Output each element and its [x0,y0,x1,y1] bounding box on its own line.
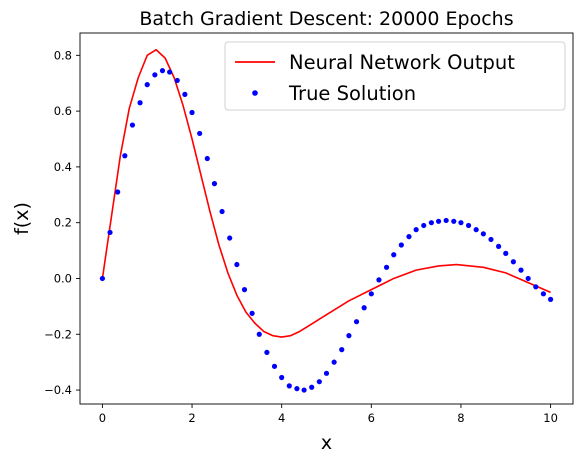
y-tick-label: 0.4 [54,160,72,174]
data-point-true-solution [271,363,278,369]
data-point-true-solution [383,264,390,270]
data-point-true-solution [301,387,307,393]
data-point-true-solution [547,296,554,302]
y-axis-title: f(x) [11,202,33,235]
data-point-true-solution [435,218,442,224]
legend: Neural Network Output True Solution [224,41,566,111]
data-point-true-solution [346,333,352,339]
data-point-true-solution [458,220,464,226]
data-point-true-solution [167,69,173,75]
x-tick-label: 10 [543,411,558,425]
data-point-true-solution [525,275,531,282]
y-tick-label: 0.2 [54,216,72,230]
data-point-true-solution [144,82,150,88]
data-point-true-solution [227,235,233,241]
series-line-neural-network-output [101,48,551,338]
data-point-true-solution [219,208,225,215]
data-point-true-solution [398,242,404,248]
data-point-true-solution [451,218,457,224]
data-point-true-solution [421,222,427,229]
data-point-true-solution [122,153,128,159]
data-point-true-solution [518,267,524,273]
data-point-true-solution [465,222,472,229]
data-point-true-solution [159,68,166,74]
data-point-true-solution [129,122,136,128]
data-point-true-solution [391,252,397,258]
legend-label-neural-network-output: Neural Network Output [289,51,515,74]
data-point-true-solution [316,379,322,385]
data-point-true-solution [443,217,449,224]
x-tick-label: 6 [368,411,375,425]
data-point-true-solution [406,234,412,240]
x-tick-label: 8 [457,411,464,425]
data-point-true-solution [107,229,113,236]
data-point-true-solution [286,383,292,389]
data-point-true-solution [174,77,180,84]
data-point-true-solution [249,310,255,316]
y-tick-label: 0.8 [54,48,72,62]
data-point-true-solution [294,386,300,392]
legend-label-true-solution: True Solution [288,82,416,105]
data-point-true-solution [413,227,419,233]
data-point-true-solution [480,231,486,237]
data-point-true-solution [376,277,382,283]
data-point-true-solution [428,220,434,226]
x-tick-label: 0 [99,411,106,425]
data-point-true-solution [137,100,143,106]
data-point-true-solution [204,155,210,162]
data-point-true-solution [115,189,121,195]
data-point-true-solution [473,227,479,233]
y-tick-label: −0.2 [44,327,72,341]
chart-title: Batch Gradient Descent: 20000 Epochs [139,8,513,30]
x-axis-title: x [321,432,332,454]
data-point-true-solution [368,291,374,297]
data-point-true-solution [339,347,345,353]
y-tick-label: 0.6 [54,104,72,118]
data-point-true-solution [241,287,248,293]
legend-swatch-true-solution [252,90,258,96]
y-tick-label: 0.0 [54,271,72,285]
data-point-true-solution [152,72,158,78]
data-point-true-solution [510,259,516,265]
data-point-true-solution [234,261,240,268]
x-tick-label: 2 [188,411,195,425]
data-point-true-solution [323,370,330,376]
data-point-true-solution [182,91,188,97]
data-point-true-solution [488,236,494,243]
data-point-true-solution [256,331,262,337]
x-tick-label: 4 [278,411,285,425]
data-point-true-solution [264,349,270,355]
y-tick-label: −0.4 [44,383,72,397]
data-point-true-solution [99,275,106,282]
data-point-true-solution [540,291,547,297]
plot-frame [79,32,574,405]
data-point-true-solution [533,284,539,290]
legend-box [224,41,566,111]
data-point-true-solution [331,359,337,365]
data-point-true-solution [309,384,315,390]
data-point-true-solution [353,319,360,325]
data-point-true-solution [361,305,367,311]
data-point-true-solution [197,130,203,137]
data-point-true-solution [279,374,285,381]
chart-layer: Batch Gradient Descent: 20000 Epochs 0 2 4 6… [11,8,574,454]
data-point-true-solution [503,250,509,256]
data-point-true-solution [189,109,195,116]
data-point-true-solution [496,243,502,249]
data-point-true-solution [211,181,218,187]
